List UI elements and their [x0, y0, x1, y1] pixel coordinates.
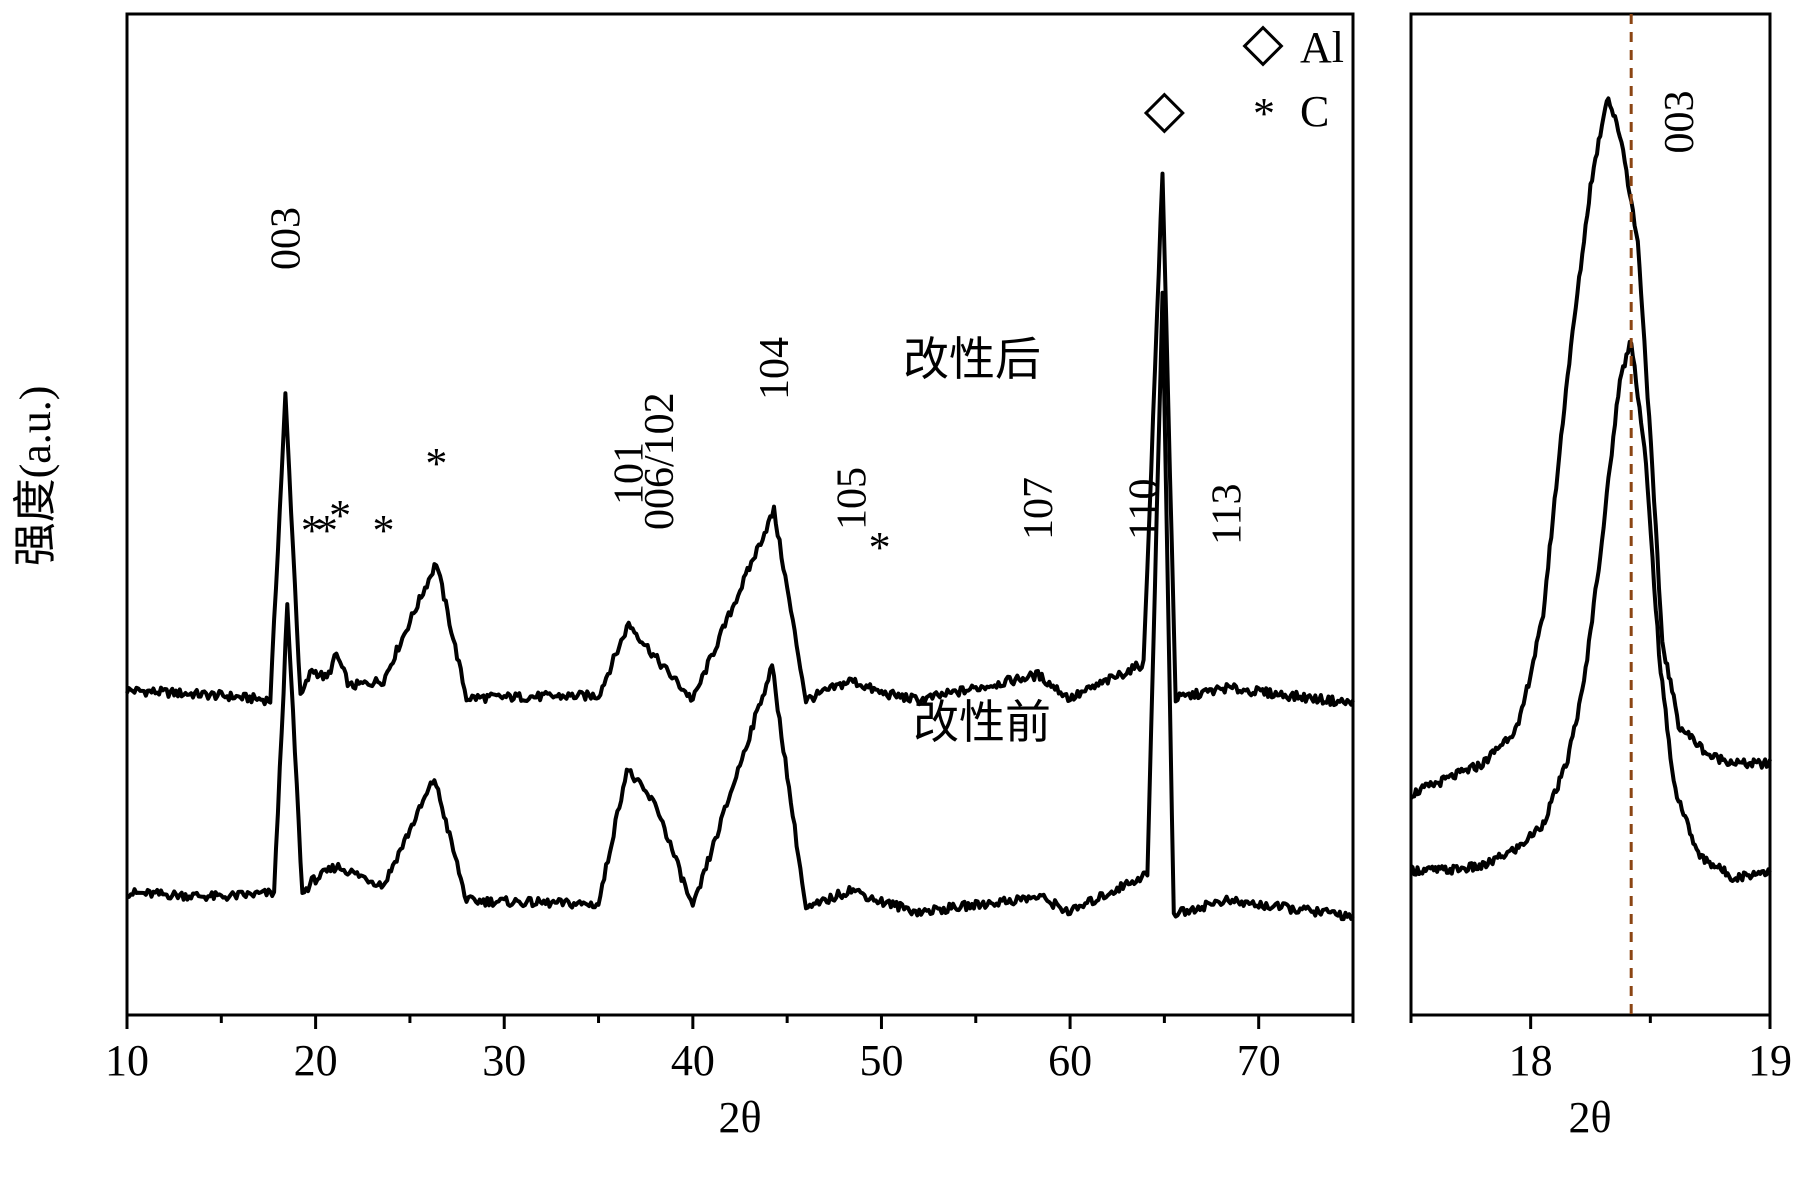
- peak-label-101: 101: [607, 442, 653, 505]
- x-tick-label: 20: [294, 1036, 338, 1085]
- zoom-x-axis-title: 2θ: [1568, 1093, 1611, 1142]
- legend-c-symbol: *: [1253, 89, 1275, 138]
- peak-label-006-102: 006/102: [637, 392, 683, 530]
- zoom-x-tick-label: 18: [1509, 1036, 1553, 1085]
- main-traces: [125, 171, 1355, 922]
- x-tick-label: 30: [482, 1036, 526, 1085]
- legend-al-label: Al: [1300, 23, 1344, 72]
- carbon-peak-marker: *: [425, 439, 447, 488]
- peak-label-113: 113: [1205, 484, 1251, 545]
- xrd-trace: [126, 290, 1355, 922]
- peak-label-110: 110: [1122, 479, 1168, 540]
- zoom-plot-frame: [1409, 12, 1772, 1017]
- x-tick-label: 40: [671, 1036, 715, 1085]
- legend-al-symbol: [1242, 25, 1284, 67]
- aluminum-peak-marker: [1143, 92, 1185, 134]
- peak-label-003: 003: [263, 207, 309, 270]
- sample-label-original: 改性前: [913, 695, 1051, 749]
- carbon-peak-marker: *: [373, 506, 395, 555]
- peak-label-105: 105: [829, 467, 875, 530]
- main-x-axis: 10 20 30 40 50 60 70: [105, 1015, 1355, 1085]
- zoom-panel: 18 19 003 2θ: [1409, 12, 1792, 1142]
- zoom-xrd-trace: [1409, 339, 1772, 883]
- x-tick-label: 10: [105, 1036, 149, 1085]
- x-tick-label: 70: [1237, 1036, 1281, 1085]
- main-x-axis-title: 2θ: [718, 1093, 761, 1142]
- carbon-peak-marker: *: [301, 506, 323, 555]
- sample-label-modified: 改性后: [903, 332, 1041, 386]
- legend-c-label: C: [1300, 87, 1329, 136]
- y-axis-title: 强度(a.u.): [11, 386, 60, 567]
- x-tick-label: 50: [859, 1036, 903, 1085]
- peak-label-104: 104: [752, 337, 798, 400]
- xrd-trace: [125, 171, 1355, 708]
- carbon-peak-marker: *: [316, 506, 338, 555]
- zoom-x-tick-label: 19: [1748, 1036, 1792, 1085]
- carbon-peak-marker: *: [869, 523, 891, 572]
- x-tick-label: 60: [1048, 1036, 1092, 1085]
- zoom-peak-label-003: 003: [1657, 91, 1703, 154]
- legend: Al * C: [1242, 23, 1344, 138]
- zoom-traces: [1409, 96, 1772, 883]
- zoom-x-axis: 18 19: [1409, 1015, 1792, 1085]
- carbon-peak-marker: *: [329, 491, 351, 540]
- zoom-xrd-trace: [1409, 96, 1772, 800]
- peak-label-107: 107: [1016, 477, 1062, 540]
- main-plot-frame: [125, 12, 1355, 1017]
